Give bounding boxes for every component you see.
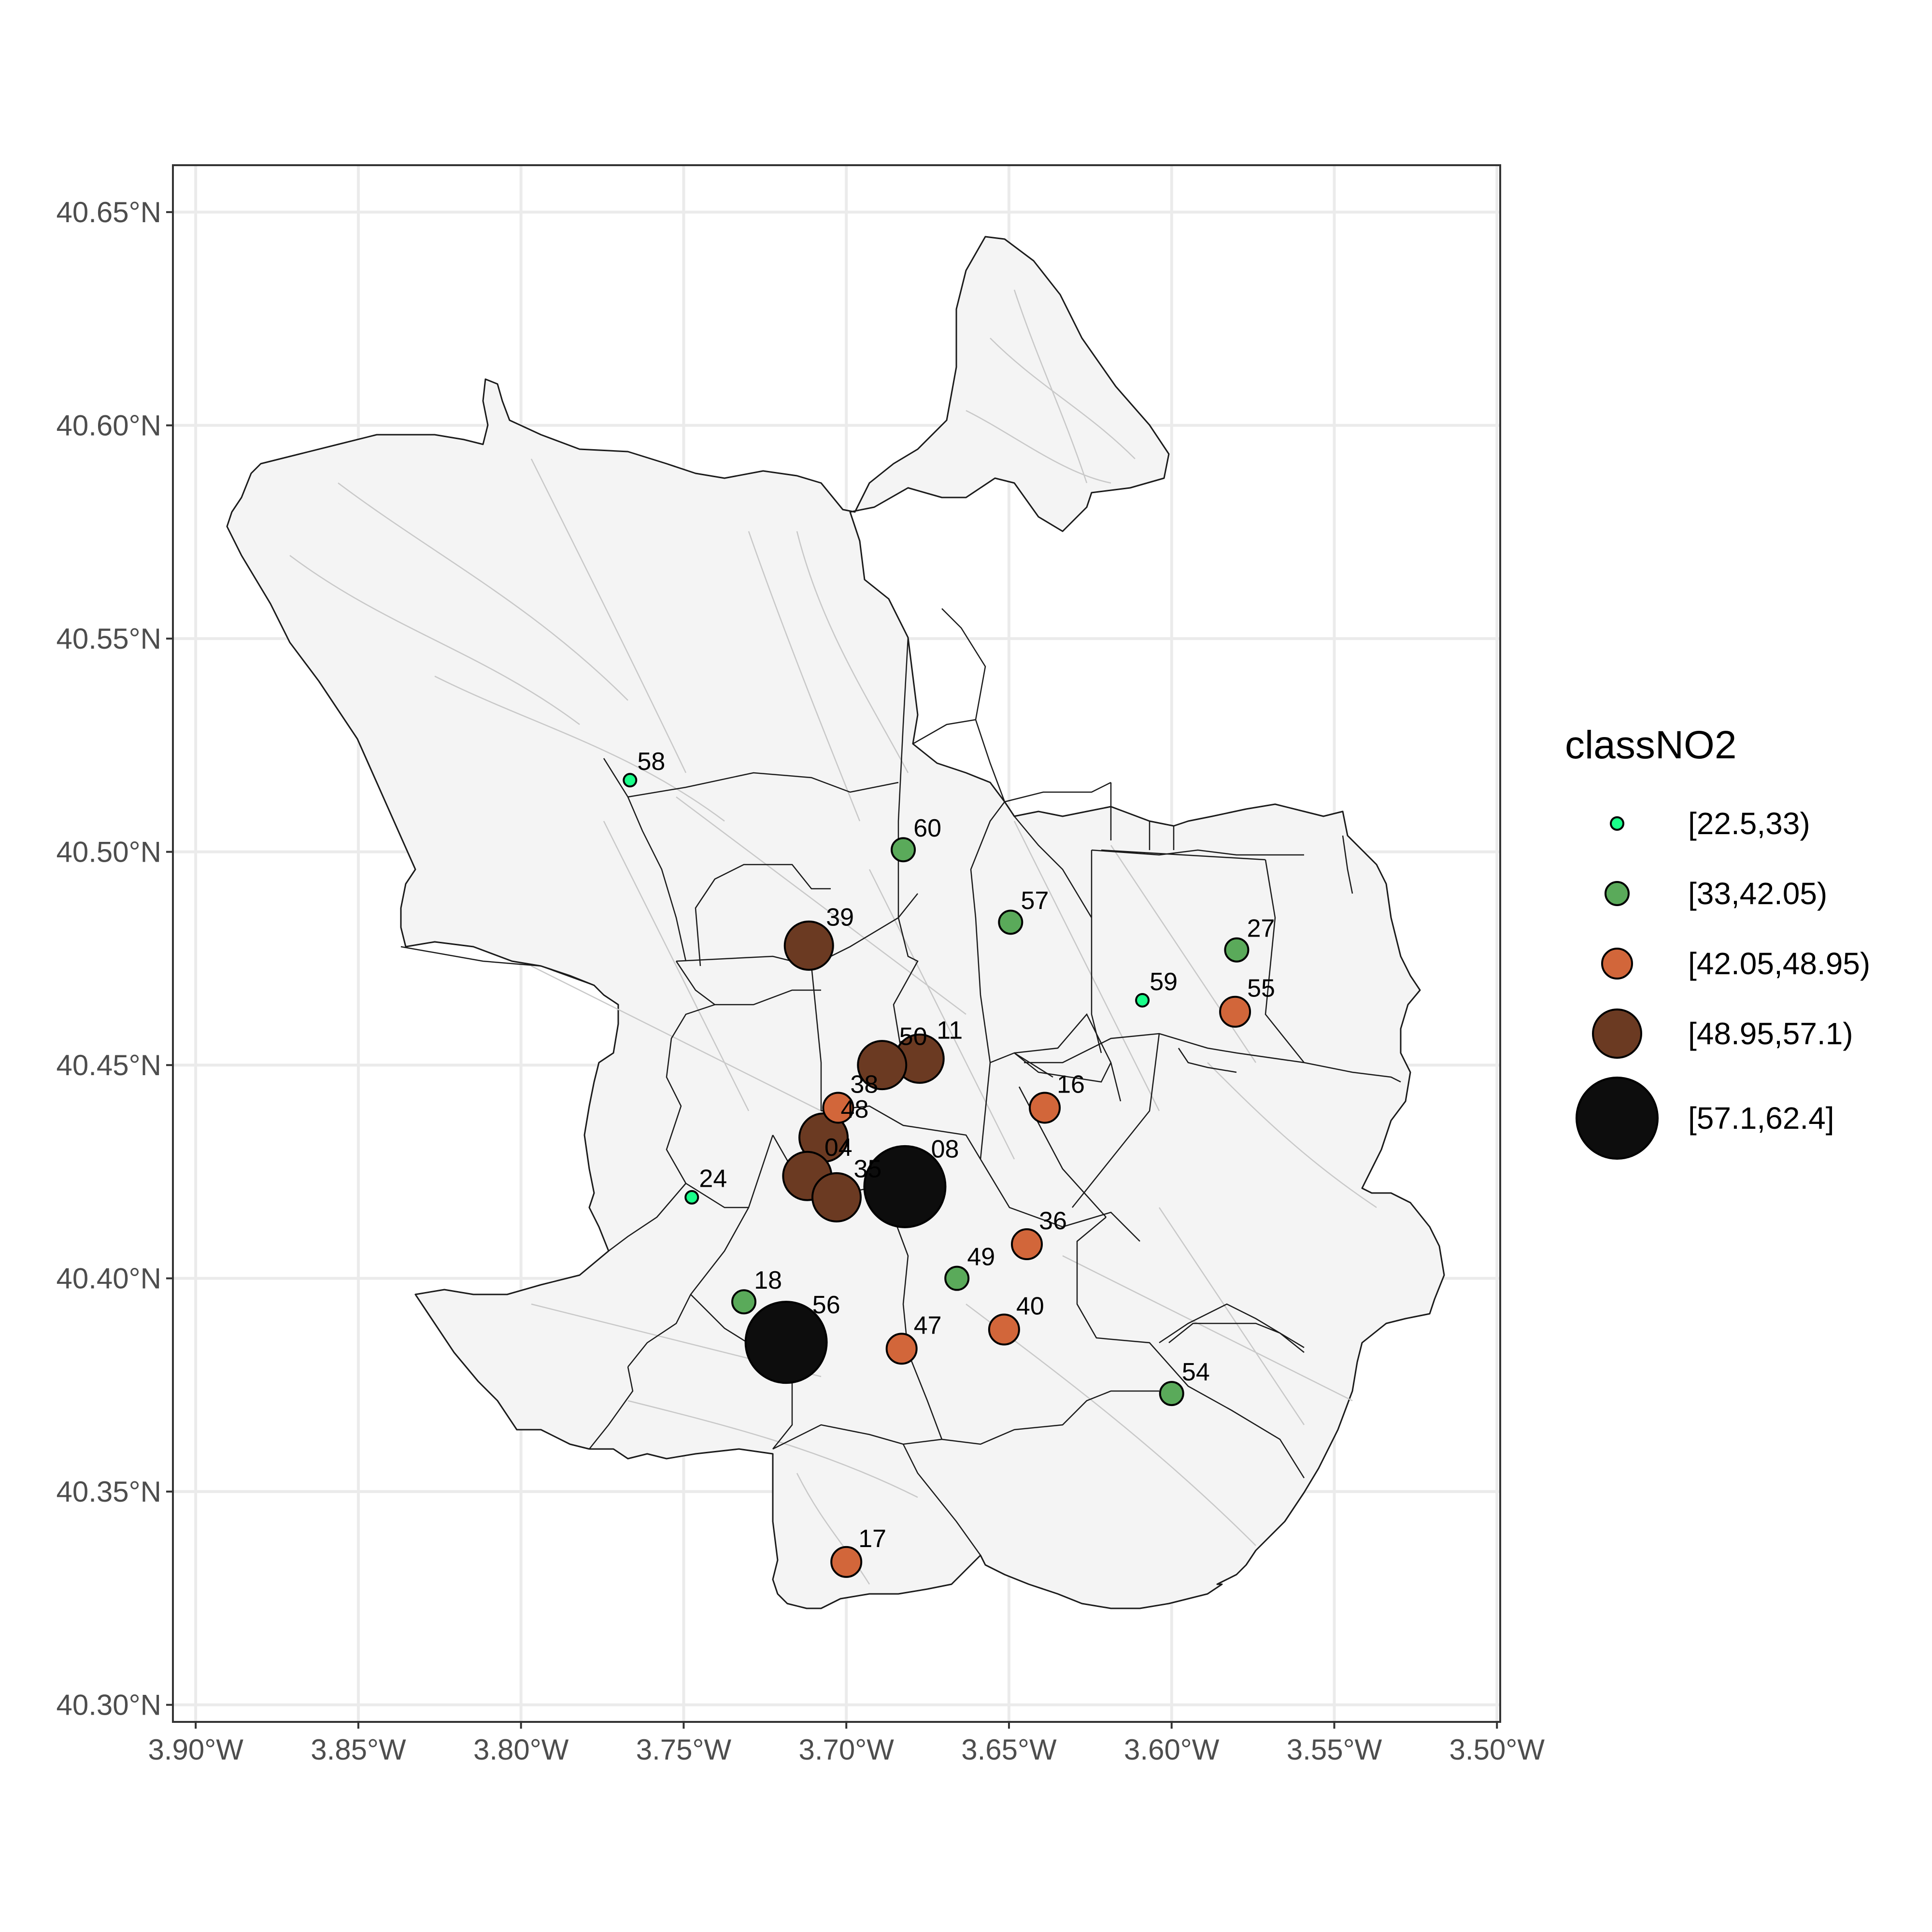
y-axis: 40.65°N 40.60°N 40.55°N 40.50°N 40.45°N 40.40… [57, 196, 173, 1721]
station-label-47: 47 [914, 1311, 942, 1339]
station-marker-57 [998, 909, 1023, 935]
station-label-56: 56 [812, 1291, 840, 1319]
station-marker-49 [944, 1265, 970, 1291]
station-marker-39 [783, 920, 834, 971]
station-marker-60 [891, 837, 916, 863]
panel-border [172, 164, 1501, 1723]
legend-label: [22.5,33) [1688, 806, 1810, 841]
station-label-60: 60 [913, 814, 941, 842]
station-marker-35 [811, 1172, 862, 1222]
station-marker-54 [1159, 1381, 1184, 1406]
station-label-58: 58 [637, 748, 665, 776]
station-label-04: 04 [824, 1134, 852, 1162]
station-marker-55 [1219, 995, 1251, 1028]
station-marker-50 [857, 1040, 908, 1091]
legend-key-1 [1610, 816, 1624, 831]
station-label-18: 18 [754, 1266, 782, 1294]
x-axis: 3.90°W 3.85°W 3.80°W 3.75°W 3.70°W 3.65°W 3.60… [148, 1722, 1545, 1766]
x-tick-label: 3.90°W [148, 1733, 243, 1766]
station-label-50: 50 [899, 1023, 927, 1051]
station-marker-56 [744, 1301, 828, 1384]
station-marker-36 [1011, 1228, 1043, 1261]
station-marker-27 [1224, 937, 1250, 963]
legend-key-4 [1592, 1009, 1642, 1059]
x-tick-label: 3.70°W [799, 1733, 895, 1766]
x-tick-label: 3.85°W [311, 1733, 406, 1766]
station-label-36: 36 [1039, 1207, 1067, 1235]
station-marker-58 [623, 773, 638, 788]
legend-label: [57.1,62.4] [1688, 1101, 1834, 1136]
legend-label: [42.05,48.95) [1688, 946, 1870, 981]
x-tick-label: 3.75°W [636, 1733, 732, 1766]
legend: classNO2 [22.5,33) [33,42.05) [42.05,48.95… [1565, 723, 1870, 1160]
station-label-27: 27 [1247, 915, 1275, 943]
station-marker-16 [1029, 1092, 1061, 1124]
x-tick-label: 3.65°W [961, 1733, 1057, 1766]
station-marker-08 [863, 1145, 947, 1228]
y-tick-label: 40.65°N [57, 196, 161, 228]
y-tick-label: 40.30°N [57, 1689, 161, 1721]
station-label-48: 48 [841, 1095, 869, 1123]
station-label-11: 11 [937, 1016, 963, 1044]
legend-key-5 [1576, 1077, 1659, 1160]
x-tick-label: 3.50°W [1449, 1733, 1545, 1766]
station-label-57: 57 [1021, 887, 1049, 915]
station-marker-17 [830, 1546, 863, 1578]
y-tick-label: 40.55°N [57, 623, 161, 655]
legend-items: [22.5,33) [33,42.05) [42.05,48.95) [48.95,5… [1576, 806, 1870, 1160]
station-label-38: 38 [850, 1070, 878, 1098]
y-tick-label: 40.60°N [57, 410, 161, 442]
x-tick-label: 3.55°W [1287, 1733, 1382, 1766]
legend-key-2 [1605, 881, 1630, 906]
station-label-17: 17 [858, 1525, 886, 1553]
legend-key-3 [1601, 948, 1633, 980]
y-tick-label: 40.45°N [57, 1049, 161, 1081]
x-tick-label: 3.80°W [473, 1733, 569, 1766]
station-label-08: 08 [931, 1136, 959, 1164]
station-label-35: 35 [854, 1155, 882, 1183]
station-label-39: 39 [826, 903, 854, 931]
station-label-59: 59 [1150, 968, 1178, 996]
station-label-54: 54 [1182, 1358, 1210, 1386]
station-marker-18 [731, 1289, 757, 1315]
station-label-24: 24 [699, 1165, 727, 1193]
y-tick-label: 40.50°N [57, 836, 161, 868]
stations-layer [623, 773, 1251, 1578]
station-marker-59 [1135, 993, 1150, 1008]
station-marker-40 [988, 1313, 1020, 1346]
x-tick-label: 3.60°W [1124, 1733, 1220, 1766]
station-label-55: 55 [1247, 975, 1275, 1003]
station-label-40: 40 [1016, 1293, 1044, 1321]
station-marker-47 [885, 1333, 918, 1365]
station-marker-38 [822, 1092, 854, 1124]
station-label-16: 16 [1057, 1070, 1085, 1098]
municipality-outline [226, 236, 1445, 1609]
station-label-49: 49 [967, 1243, 995, 1271]
legend-title: classNO2 [1565, 723, 1736, 767]
legend-label: [33,42.05) [1688, 876, 1827, 911]
station-marker-24 [684, 1190, 699, 1205]
y-tick-label: 40.35°N [57, 1476, 161, 1508]
district-borders [400, 608, 1401, 1556]
y-tick-label: 40.40°N [57, 1263, 161, 1295]
legend-label: [48.95,57.1) [1688, 1016, 1853, 1051]
